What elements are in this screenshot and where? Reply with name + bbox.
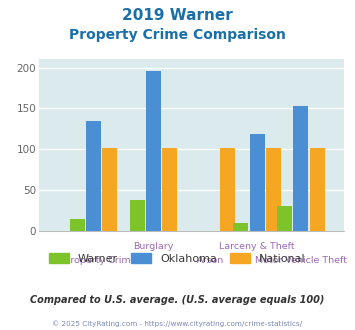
- Bar: [293, 106, 308, 231]
- Text: 2019 Warner: 2019 Warner: [122, 8, 233, 23]
- Text: All Property Crime: All Property Crime: [50, 255, 137, 265]
- Bar: [220, 148, 235, 231]
- Bar: [146, 71, 161, 231]
- Bar: [130, 200, 145, 231]
- Bar: [277, 207, 292, 231]
- Bar: [266, 148, 281, 231]
- Text: Motor Vehicle Theft: Motor Vehicle Theft: [255, 255, 347, 265]
- Text: Arson: Arson: [197, 255, 224, 265]
- Bar: [103, 148, 118, 231]
- Bar: [250, 134, 264, 231]
- Bar: [86, 121, 101, 231]
- Text: Compared to U.S. average. (U.S. average equals 100): Compared to U.S. average. (U.S. average …: [30, 295, 325, 305]
- Text: Larceny & Theft: Larceny & Theft: [219, 243, 295, 251]
- Bar: [233, 223, 248, 231]
- Legend: Warner, Oklahoma, National: Warner, Oklahoma, National: [45, 249, 310, 268]
- Bar: [70, 219, 85, 231]
- Bar: [162, 148, 178, 231]
- Bar: [310, 148, 324, 231]
- Text: Burglary: Burglary: [133, 243, 174, 251]
- Text: Property Crime Comparison: Property Crime Comparison: [69, 28, 286, 42]
- Text: © 2025 CityRating.com - https://www.cityrating.com/crime-statistics/: © 2025 CityRating.com - https://www.city…: [53, 321, 302, 327]
